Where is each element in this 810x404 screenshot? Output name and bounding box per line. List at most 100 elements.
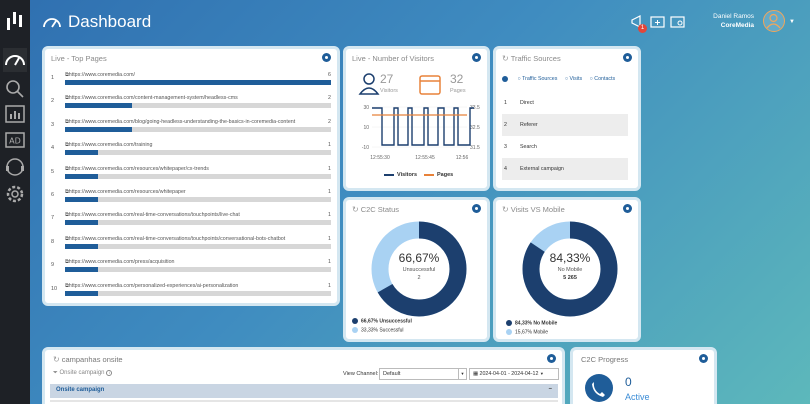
page-url-link[interactable]: ⧉https://www.coremedia.com/resources/whi… [65, 166, 209, 173]
collapse-icon[interactable]: – [548, 386, 552, 392]
app-logo[interactable] [5, 10, 25, 32]
list-item[interactable]: 2 ⧉https://www.coremedia.com/content-mana… [51, 94, 331, 117]
page-url-text: https://www.coremedia.com/real-time-conv… [68, 212, 240, 219]
campaign-filter[interactable]: ⏷ Onsite campaign i [53, 370, 113, 377]
campaign-filter-label: Onsite campaign [59, 370, 105, 376]
info-icon[interactable]: i [106, 370, 113, 376]
window-settings-icon[interactable] [670, 14, 686, 30]
chevron-down-icon[interactable]: ▼ [789, 19, 795, 25]
refresh-icon[interactable]: ↻ [502, 54, 509, 63]
refresh-icon[interactable]: ↻ [352, 205, 359, 214]
progress-track [65, 103, 331, 109]
sidebar-item-search[interactable] [3, 77, 27, 101]
visits-mobile-settings-icon[interactable] [623, 204, 632, 213]
view-channel-select[interactable]: Default ▼ [379, 368, 467, 380]
page-url-link[interactable]: ⧉https://www.coremedia.com/ [65, 72, 135, 79]
refresh-icon[interactable]: ↻ [502, 205, 509, 214]
list-item[interactable]: 10 ⧉https://www.coremedia.com/personalize… [51, 282, 331, 303]
c2c-progress-settings-icon[interactable] [699, 354, 708, 363]
progress-track [65, 267, 331, 273]
sidebar-item-reports[interactable] [3, 102, 27, 126]
page-count: 1 [328, 212, 331, 219]
visitors-settings-icon[interactable] [472, 53, 481, 62]
list-item[interactable]: 6 ⧉https://www.coremedia.com/resources/wh… [51, 188, 331, 211]
c2c-legend-successful: 33,33% Successful [352, 327, 404, 333]
progress-fill [65, 126, 132, 132]
list-item[interactable]: 1 ⧉https://www.coremedia.com/6 [51, 71, 331, 94]
sidebar-item-support[interactable] [3, 155, 27, 179]
table-row[interactable]: 2 Referer [502, 114, 628, 136]
list-item[interactable]: 9 ⧉https://www.coremedia.com/press/acquis… [51, 258, 331, 281]
sidebar-item-ads[interactable]: AD [3, 128, 27, 152]
c2c-status-settings-icon[interactable] [472, 204, 481, 213]
table-row[interactable]: 3 Search [502, 136, 628, 158]
progress-track [65, 173, 331, 179]
visits-mobile-title: ↻ Visits VS Mobile [502, 205, 565, 214]
page-url-link[interactable]: ⧉https://www.coremedia.com/real-time-con… [65, 212, 240, 219]
page-url-link[interactable]: ⧉https://www.coremedia.com/resources/whi… [65, 189, 186, 196]
page-url-link[interactable]: ⧉https://www.coremedia.com/real-time-con… [65, 236, 285, 243]
avatar[interactable] [763, 10, 785, 32]
row-number: 9 [51, 262, 55, 269]
traffic-columns: ○ Traffic Sources ○ Visits ○ Contacts [502, 76, 632, 82]
traffic-settings-icon[interactable] [623, 53, 632, 62]
vm-legend-nomobile-label: 84,33% No Mobile [515, 320, 558, 327]
row-number: 2 [504, 122, 507, 128]
user-info[interactable]: Daniel Ramos CoreMedia [713, 12, 754, 30]
page-count: 2 [328, 95, 331, 102]
col-traffic-sources-label: Traffic Sources [522, 76, 558, 83]
list-item[interactable]: 3 ⧉https://www.coremedia.com/blog/going-h… [51, 118, 331, 141]
calendar-icon: ▦ [473, 371, 479, 377]
table-row[interactable]: 1 Direct [502, 92, 628, 114]
pages-browser-icon [419, 75, 441, 95]
page-url-link[interactable]: ⧉https://www.coremedia.com/personalized-… [65, 283, 238, 290]
page-url-link[interactable]: ⧉https://www.coremedia.com/training [65, 142, 152, 149]
sidebar-item-settings[interactable] [3, 182, 27, 206]
page-url-link[interactable]: ⧉https://www.coremedia.com/content-manag… [65, 95, 238, 102]
list-item[interactable]: 4 ⧉https://www.coremedia.com/training 1 [51, 141, 331, 164]
visitors-panel: Live - Number of Visitors 27 Visitors 32… [343, 46, 490, 191]
campaign-section-header[interactable]: Onsite campaign – [50, 384, 558, 398]
sidebar-item-dashboard[interactable] [3, 48, 27, 72]
progress-fill [65, 173, 99, 179]
y-right-tick: 32.5 [470, 125, 480, 131]
vm-legend-nomobile: 84,33% No Mobile [506, 320, 557, 326]
page-url-text: https://www.coremedia.com/personalized-e… [68, 282, 239, 289]
c2c-legend-unsuccessful: 66,67% Unsuccessful [352, 318, 412, 324]
page-url-link[interactable]: ⧉https://www.coremedia.com/press/acquisi… [65, 259, 174, 266]
row-number: 8 [51, 238, 55, 245]
campaigns-title: ↻ campanhas onsite [53, 355, 123, 364]
visits-mobile-center: 84,33% No Mobile 5 265 [521, 251, 619, 281]
page-url-link[interactable]: ⧉https://www.coremedia.com/blog/going-he… [65, 119, 295, 126]
y-right-tick: 33.5 [470, 105, 480, 111]
page-url-text: https://www.coremedia.com/resources/whit… [68, 165, 209, 172]
visits-mobile-value: 5 265 [563, 275, 577, 281]
source-label: External campaign [520, 166, 564, 172]
page-count: 1 [328, 235, 331, 242]
campaigns-settings-icon[interactable] [547, 354, 556, 363]
traffic-sources-title: ↻ Traffic Sources [502, 54, 561, 63]
visits-mobile-panel: ↻ Visits VS Mobile 84,33% No Mobile 5 265… [493, 197, 641, 342]
list-item[interactable]: 7 ⧉https://www.coremedia.com/real-time-co… [51, 211, 331, 234]
list-item[interactable]: 8 ⧉https://www.coremedia.com/real-time-co… [51, 235, 331, 258]
col-visits-label: Visits [569, 76, 583, 83]
campaign-section-title: Onsite campaign [56, 387, 105, 393]
progress-fill [65, 267, 99, 273]
refresh-icon[interactable]: ↻ [53, 355, 60, 364]
list-item[interactable]: 5 ⧉https://www.coremedia.com/resources/wh… [51, 165, 331, 188]
date-range-picker[interactable]: ▦ 2024-04-01 - 2024-04-12 ▼ [469, 368, 559, 380]
add-window-icon[interactable] [650, 14, 666, 30]
col-traffic-sources[interactable]: ○ Traffic Sources [517, 76, 558, 83]
table-row[interactable]: 4 External campaign [502, 158, 628, 180]
user-avatar-icon [766, 13, 781, 29]
page-count: 1 [328, 259, 331, 266]
c2c-status-title: ↻ C2C Status [352, 205, 399, 214]
progress-track [65, 220, 331, 226]
top-pages-settings-icon[interactable] [322, 53, 331, 62]
col-visits[interactable]: ○ Visits [564, 76, 583, 83]
select-all-radio[interactable] [502, 76, 508, 82]
top-pages-title: Live - Top Pages [51, 54, 107, 63]
chart-icon [5, 105, 25, 123]
col-contacts[interactable]: ○ Contacts [589, 76, 616, 83]
phone-icon [585, 374, 613, 402]
